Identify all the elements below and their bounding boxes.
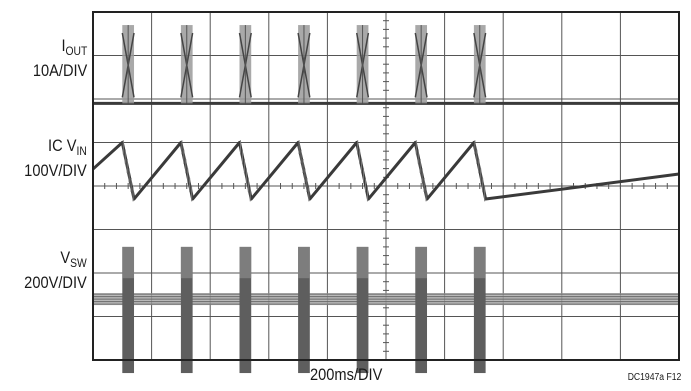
iout-label: IOUT 10A/DIV	[33, 36, 87, 81]
scope-traces	[91, 25, 680, 374]
vsw-burst-highlight	[298, 246, 310, 279]
x-axis-scale: 200ms/DIV	[310, 365, 383, 384]
vsw-burst-highlight	[473, 246, 486, 279]
iout-scale: 10A/DIV	[32, 61, 87, 80]
vsw-label: VSW 200V/DIV	[24, 248, 87, 293]
scope-frame	[92, 11, 680, 361]
vsw-burst	[122, 246, 135, 374]
vsw-burst	[180, 246, 193, 374]
vsw-burst-highlight	[415, 246, 428, 279]
vsw-name-sub: SW	[70, 256, 87, 270]
vsw-label-name: VSW	[60, 248, 87, 270]
vsw-burst	[473, 246, 486, 374]
iout-name-main: I	[61, 36, 66, 55]
icvin-name-main: IC V	[48, 136, 77, 155]
vsw-burst	[298, 246, 310, 374]
vsw-burst-highlight	[122, 246, 135, 279]
iout-name-sub: OUT	[65, 44, 87, 58]
vsw-scale: 200V/DIV	[24, 273, 87, 292]
iout-label-name: IOUT	[61, 36, 87, 58]
vsw-name-main: V	[60, 248, 71, 267]
vsw-burst-highlight	[239, 246, 252, 279]
vsw-burst	[239, 246, 252, 374]
vsw-burst	[415, 246, 428, 374]
vsw-burst	[356, 246, 369, 374]
vsw-burst-highlight	[180, 246, 193, 279]
icvin-scale: 100V/DIV	[24, 161, 87, 180]
icvin-name-sub: IN	[76, 144, 87, 158]
icvin-trace	[91, 141, 680, 201]
vsw-burst-highlight	[356, 246, 369, 279]
icvin-label: IC VIN 100V/DIV	[24, 136, 87, 181]
figure-id: DC1947a F12	[627, 372, 681, 383]
icvin-label-name: IC VIN	[48, 136, 87, 158]
